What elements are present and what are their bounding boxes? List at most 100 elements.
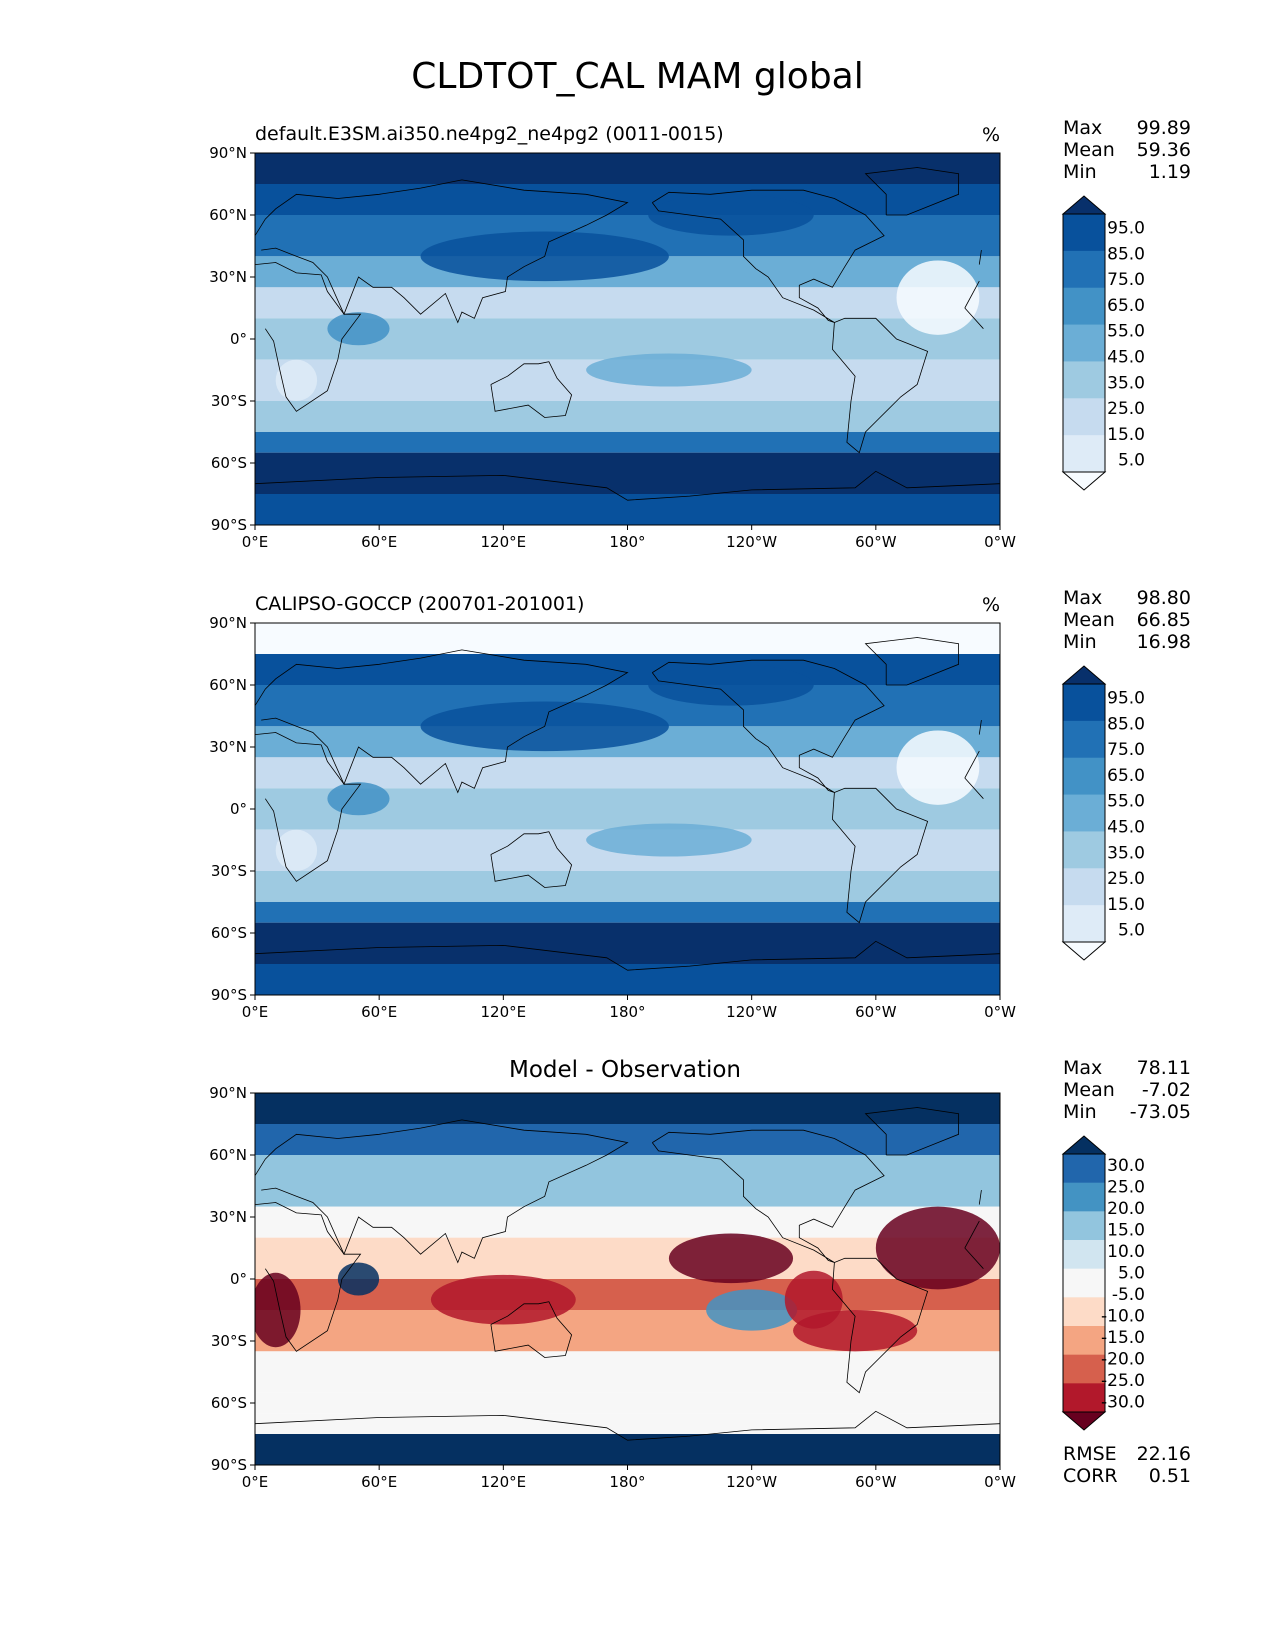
field-band (255, 153, 1000, 184)
coastline (490, 361, 573, 418)
lat-tick-label: 90°S (211, 986, 247, 1004)
panel-obs-map: 90°N 60°N 30°N 0° 30°S 60°S 90°S0°E 60°E 120°E 18… (209, 614, 1016, 1021)
colorbar-outline (1062, 683, 1106, 943)
lat-tick-label: 60°N (209, 1146, 247, 1164)
stat-label: Max (1063, 587, 1103, 609)
colorbar-label: 95.0 (1107, 688, 1145, 708)
coastline (831, 317, 929, 454)
coastline (964, 750, 980, 779)
coastline (864, 1107, 959, 1156)
colorbar-label: 25.0 (1107, 399, 1145, 419)
lon-tick-label: 120°W (726, 1473, 777, 1491)
colorbar-extend-bottom (1061, 471, 1107, 491)
colorbar-swatch (1063, 398, 1105, 436)
colorbar-label: -25.0 (1101, 1371, 1145, 1391)
field-blob (875, 1206, 1000, 1290)
field-blob (668, 1233, 794, 1284)
colorbar-extend-top (1061, 195, 1107, 215)
coastline (978, 720, 982, 735)
colorbar-swatch (1063, 1297, 1105, 1327)
stat-label: RMSE (1063, 1443, 1117, 1465)
field-blob (648, 664, 814, 706)
lon-tick-label: 120°W (726, 533, 777, 551)
lat-tick-label: 60°N (209, 676, 247, 694)
lon-tick-label: 60°W (855, 1473, 897, 1491)
colorbar-swatch (1063, 794, 1105, 832)
field-band (255, 1206, 1000, 1238)
colorbar-swatch (1063, 250, 1105, 289)
stat-label: Max (1063, 117, 1103, 139)
stat-mean: 66.85 (1136, 609, 1191, 631)
colorbar-label: 85.0 (1107, 714, 1145, 734)
colorbar-label: -5.0 (1112, 1285, 1145, 1305)
colorbar-label: 85.0 (1107, 244, 1145, 264)
lon-tick-label: 60°E (361, 533, 397, 551)
lon-tick-label: 120°E (481, 1473, 527, 1491)
field-blob (896, 260, 980, 335)
lat-tick-label: 0° (230, 800, 247, 818)
field-band (255, 1155, 1000, 1207)
lon-tick-label: 180° (609, 1473, 645, 1491)
stat-label: Mean (1063, 609, 1115, 631)
colorbar-swatch (1063, 1268, 1105, 1298)
colorbar-label: 35.0 (1107, 843, 1145, 863)
coastline (964, 280, 980, 309)
panel-model-colorbar: 95.0 85.0 75.0 65.0 55.0 45.0 35.0 25.0 15.0 5.0 (1061, 195, 1145, 491)
colorbar-swatch (1063, 1211, 1105, 1241)
colorbar-label: 55.0 (1107, 792, 1145, 812)
map-field (255, 1093, 1000, 1465)
colorbar-label: 25.0 (1107, 869, 1145, 889)
colorbar-label: 75.0 (1107, 270, 1145, 290)
field-band (255, 1124, 1000, 1155)
lat-tick-label: 30°N (209, 268, 247, 286)
lat-tick-label: 30°N (209, 738, 247, 756)
colorbar-swatch (1063, 905, 1105, 943)
lon-tick-label: 60°E (361, 1003, 397, 1021)
coastline (651, 659, 885, 793)
panel-model-title: default.E3SM.ai350.ne4pg2_ne4pg2 (0011-0… (255, 123, 724, 145)
lon-tick-label: 0°E (242, 1473, 269, 1491)
lon-tick-label: 0°W (984, 533, 1016, 551)
colorbar-label: 15.0 (1107, 1220, 1145, 1240)
field-band (255, 1093, 1000, 1124)
field-blob (784, 1270, 843, 1329)
colorbar-extend-top (1061, 665, 1107, 685)
colorbar-label: 95.0 (1107, 218, 1145, 238)
colorbar-extend-bottom (1061, 941, 1107, 961)
colorbar-label: -20.0 (1101, 1349, 1145, 1369)
panel-diff-title: Model - Observation (508, 1057, 742, 1083)
stat-max: 98.80 (1136, 587, 1191, 609)
field-band (255, 623, 1000, 654)
coastline (651, 1129, 885, 1263)
field-band (255, 964, 1000, 995)
colorbar-label: 5.0 (1118, 1263, 1145, 1283)
colorbar-extend-bottom (1061, 1411, 1107, 1431)
lat-tick-label: 30°S (211, 392, 247, 410)
colorbar-swatch (1063, 720, 1105, 759)
panel-model-units: % (982, 124, 1001, 146)
colorbar-label: -15.0 (1101, 1328, 1145, 1348)
lat-tick-label: 30°S (211, 1332, 247, 1350)
field-blob (896, 730, 980, 805)
colorbar-swatch (1063, 684, 1105, 722)
field-band (255, 432, 1000, 453)
coastline (964, 1247, 984, 1269)
colorbar-swatch (1063, 435, 1105, 473)
coastline (831, 787, 929, 924)
colorbar-outline (1062, 1153, 1106, 1413)
colorbar-swatch (1063, 1240, 1105, 1270)
field-blob (275, 359, 318, 401)
field-blob (586, 353, 752, 387)
colorbar-swatch (1063, 868, 1105, 906)
colorbar-swatch (1063, 1354, 1105, 1384)
panel-diff-extra-stats: RMSE 22.16 CORR 0.51 (1063, 1443, 1191, 1487)
stat-label: Min (1063, 161, 1097, 183)
lat-tick-label: 60°S (211, 454, 247, 472)
colorbar-label: 5.0 (1118, 921, 1145, 941)
lon-tick-label: 120°W (726, 1003, 777, 1021)
lat-tick-label: 90°N (209, 1084, 247, 1102)
field-blob (430, 1274, 576, 1325)
field-band (255, 902, 1000, 923)
panel-obs-title: CALIPSO-GOCCP (200701-201001) (255, 593, 585, 615)
stat-label: CORR (1063, 1465, 1118, 1487)
